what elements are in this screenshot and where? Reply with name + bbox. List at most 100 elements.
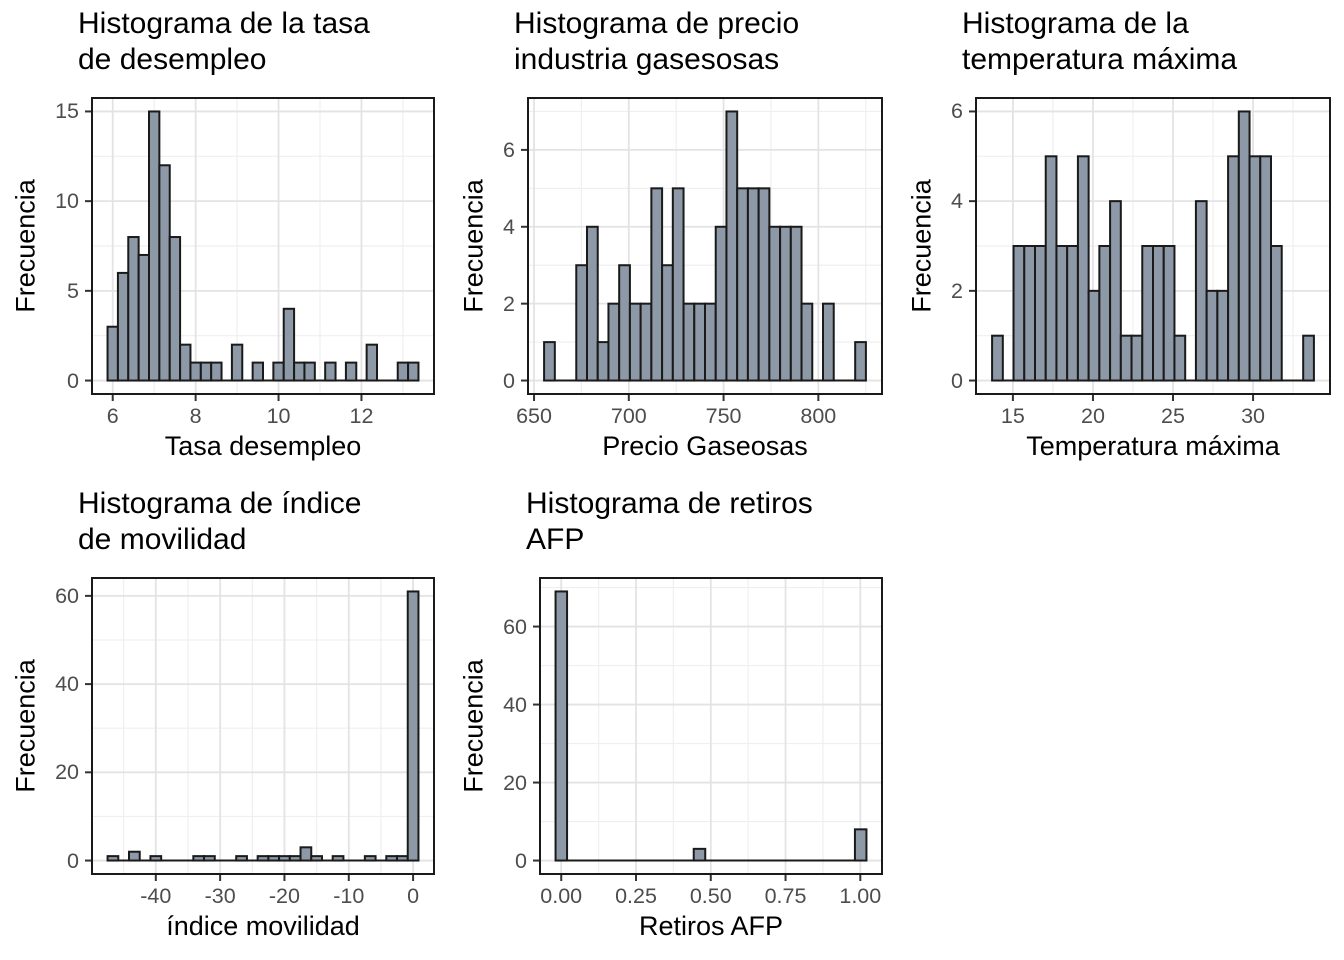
histogram-bar (1076, 155, 1090, 382)
histogram-bar (853, 828, 868, 862)
histogram-bar (282, 307, 296, 382)
histogram-bar (127, 236, 140, 382)
histogram-bar (757, 187, 771, 382)
x-tick-label: 0.75 (764, 884, 807, 908)
histogram-bar (189, 361, 202, 382)
histogram-bar (1237, 110, 1251, 382)
y-tick-label: 2 (503, 291, 515, 316)
y-tick-label: 15 (55, 99, 79, 124)
histogram-bar (692, 847, 707, 862)
histogram-bar (278, 855, 291, 862)
histogram-bar (1087, 289, 1101, 382)
histogram-bar (235, 855, 248, 862)
x-tick-label: 12 (349, 404, 374, 428)
panel-border (539, 577, 883, 875)
histogram-bar (1012, 245, 1026, 382)
histogram-bar (158, 164, 171, 382)
histogram-bar (396, 855, 409, 862)
histogram-bar (324, 361, 337, 382)
histogram-bar (1259, 155, 1273, 382)
y-tick-label: 40 (503, 692, 527, 717)
x-tick-label: 25 (1161, 404, 1185, 428)
x-tick-label: 800 (800, 404, 837, 428)
x-tick-label: 10 (266, 404, 291, 428)
histogram-bar (106, 325, 119, 382)
x-tick-label: 0 (407, 884, 420, 908)
chart-title: Histograma de la temperatura máxima (962, 7, 1238, 76)
histogram-bar (128, 850, 141, 862)
x-tick-label: -10 (333, 884, 365, 908)
histogram-bar (736, 187, 749, 382)
histogram-bar (137, 253, 151, 382)
histogram-bar (1216, 289, 1230, 382)
histogram-bar (1109, 200, 1122, 382)
y-tick-label: 0 (503, 368, 515, 393)
chart-title: Histograma de precio industria gasesosas (514, 7, 800, 76)
histogram-bar (714, 225, 728, 382)
plot-area (521, 97, 883, 401)
histogram-bar (256, 855, 270, 862)
x-tick-label: 750 (705, 404, 742, 428)
y-tick-label: 0 (515, 848, 527, 873)
x-axis-title: Retiros AFP (638, 911, 784, 941)
histogram-bar (628, 302, 642, 382)
histogram-bar (210, 361, 223, 382)
histogram-bar (1023, 245, 1036, 382)
x-tick-label: 650 (516, 404, 552, 428)
x-tick-label: 30 (1241, 404, 1266, 428)
histogram-bar (331, 855, 345, 862)
histogram-bar (800, 302, 814, 382)
plot-area (85, 97, 435, 401)
histogram-bar (1055, 245, 1069, 382)
histogram-bar (768, 225, 782, 382)
x-tick-label: 0.25 (615, 884, 657, 908)
histogram-bar (704, 302, 717, 382)
histogram-bar (199, 361, 213, 382)
x-tick-label: 8 (189, 404, 202, 428)
panel-border (527, 97, 883, 395)
histogram-panel-retiros-afp: Histograma de retiros AFP Frecuencia 0.00 0… (448, 480, 896, 960)
histogram-panel-temperatura-maxima: Histograma de la temperatura máxima Frecu… (896, 0, 1344, 480)
histogram-bar (363, 855, 377, 862)
panel-border (91, 577, 435, 875)
y-tick-label: 60 (503, 614, 527, 639)
y-tick-label: 6 (951, 99, 963, 124)
histogram-bar (854, 341, 867, 382)
histogram-bar (618, 264, 631, 382)
histogram-bar (407, 361, 420, 382)
y-tick-label: 10 (55, 189, 79, 214)
histogram-bar (725, 110, 739, 382)
y-tick-label: 0 (67, 848, 79, 873)
histogram-bar (106, 855, 120, 862)
histogram-bar (365, 343, 378, 382)
histogram-bar (1066, 245, 1079, 382)
histogram-bar (303, 361, 316, 382)
x-axis-title: Temperatura máxima (1026, 431, 1280, 461)
histogram-bar (639, 302, 653, 382)
x-tick-label: 1.00 (839, 884, 882, 908)
y-tick-label: 20 (55, 760, 79, 785)
y-tick-label: 5 (67, 278, 79, 303)
histogram-bar (168, 236, 182, 382)
histogram-bar (991, 334, 1004, 382)
histogram-bar (230, 343, 244, 382)
histogram-bar (789, 225, 803, 382)
y-tick-label: 2 (951, 278, 963, 303)
x-tick-label: 15 (1000, 404, 1025, 428)
histogram-bar (822, 302, 835, 382)
histogram-bar (693, 302, 706, 382)
histogram-bar (682, 302, 696, 382)
plot-area (969, 97, 1331, 401)
histogram-bar (575, 264, 588, 382)
histogram-bar (1302, 334, 1315, 382)
x-axis-title: índice movilidad (166, 911, 360, 941)
histogram-bar (192, 855, 206, 862)
y-tick-label: 0 (951, 368, 963, 393)
chart-title: Histograma de retiros AFP (526, 487, 813, 556)
histogram-bar (116, 271, 130, 382)
histogram-bar (779, 225, 792, 382)
histogram-bar (554, 590, 569, 862)
histogram-bar (1270, 245, 1283, 382)
y-tick-label: 6 (503, 137, 515, 162)
